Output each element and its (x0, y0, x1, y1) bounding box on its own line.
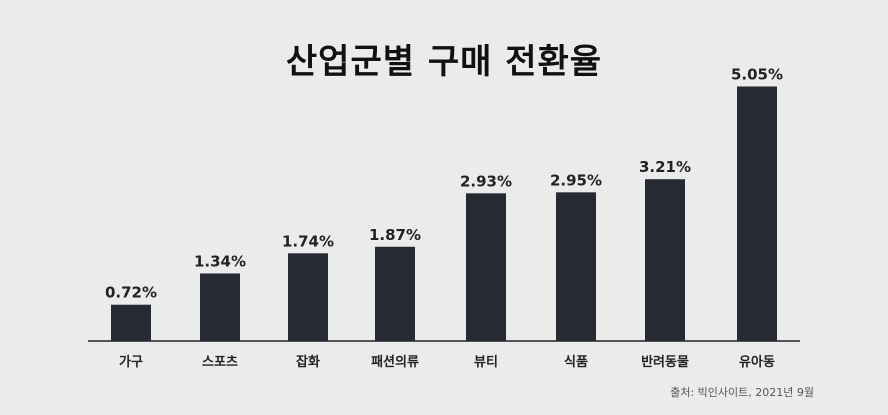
value-label-5: 2.95% (550, 171, 602, 189)
category-label-2: 잡화 (296, 354, 320, 370)
value-label-1: 1.34% (194, 252, 246, 270)
value-label-6: 3.21% (639, 158, 691, 176)
value-label-3: 1.87% (369, 226, 421, 244)
chart-title: 산업군별 구매 전환율 (285, 42, 603, 82)
bar-5 (556, 192, 596, 341)
category-label-0: 가구 (119, 355, 143, 370)
category-label-5: 식품 (564, 354, 588, 370)
bar-1 (200, 273, 240, 341)
value-label-7: 5.05% (731, 65, 783, 83)
value-label-2: 1.74% (282, 232, 334, 250)
category-label-6: 반려동물 (641, 354, 689, 370)
source-note: 출처: 빅인사이트, 2021년 9월 (670, 386, 814, 399)
bar-7 (737, 86, 777, 341)
value-label-0: 0.72% (105, 284, 157, 302)
category-label-4: 뷰티 (474, 354, 498, 370)
bar-3 (375, 246, 415, 341)
category-label-1: 스포츠 (202, 355, 238, 370)
value-label-4: 2.93% (460, 172, 512, 190)
bar-2 (288, 253, 328, 341)
category-label-7: 유아동 (739, 354, 775, 370)
bar-0 (111, 304, 151, 341)
bar-4 (466, 193, 506, 341)
category-label-3: 패션의류 (371, 354, 419, 370)
bar-6 (645, 179, 685, 341)
